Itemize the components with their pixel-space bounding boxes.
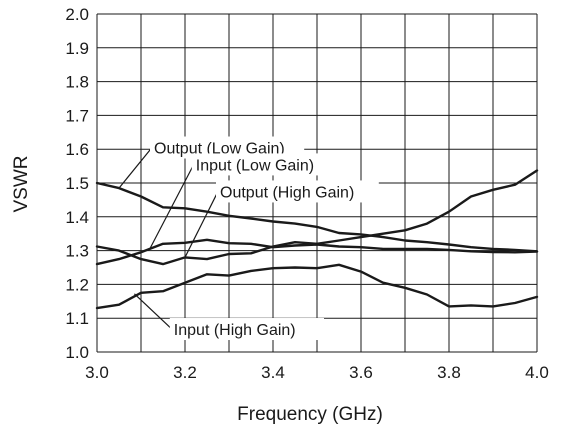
annotation-input-low-gain: Input (Low Gain) bbox=[196, 157, 314, 174]
y-tick-label: 2.0 bbox=[65, 5, 89, 24]
annotation-box-output-high-gain bbox=[216, 180, 379, 203]
x-axis-label: Frequency (GHz) bbox=[237, 404, 383, 425]
x-tick-label: 3.8 bbox=[437, 363, 461, 382]
series-group bbox=[95, 169, 539, 310]
y-tick-label: 1.5 bbox=[65, 174, 89, 193]
series-input-high-gain bbox=[95, 263, 539, 310]
y-tick-label: 1.0 bbox=[65, 343, 89, 362]
x-tick-label: 3.6 bbox=[349, 363, 373, 382]
y-tick-label: 1.6 bbox=[65, 140, 89, 159]
y-tick-label: 1.7 bbox=[65, 106, 89, 125]
annotation-output-low-gain: Output (Low Gain) bbox=[154, 141, 285, 158]
y-tick-label: 1.3 bbox=[65, 242, 89, 261]
y-tick-label: 1.4 bbox=[65, 208, 89, 227]
leader-line-output-high-gain bbox=[184, 191, 219, 258]
y-axis-label: VSWR bbox=[11, 156, 32, 213]
leader-line-input-low-gain bbox=[149, 164, 195, 250]
tick-labels: 1.0 1.1 1.2 1.3 1.4 1.5 1.6 1.7 1.8 1.9 2.0 3.0 3.2 3… bbox=[65, 5, 548, 382]
y-tick-label: 1.1 bbox=[65, 309, 89, 328]
annotation-box-output-low-gain bbox=[150, 136, 305, 159]
annotation-output-high-gain: Output (High Gain) bbox=[220, 184, 354, 201]
annotations: Output (Low Gain)Input (Low Gain) Output … bbox=[118, 136, 379, 341]
y-tick-label: 1.2 bbox=[65, 275, 89, 294]
x-tick-label: 4.0 bbox=[525, 363, 549, 382]
x-tick-label: 3.2 bbox=[173, 363, 197, 382]
annotation-box-input-low-gain bbox=[191, 153, 338, 176]
leader-line-output-low-gain bbox=[118, 147, 153, 189]
leader-line-input-high-gain bbox=[133, 293, 173, 330]
y-tick-label: 1.8 bbox=[65, 73, 89, 92]
y-tick-label: 1.9 bbox=[65, 39, 89, 58]
series-output-high-gain bbox=[95, 169, 539, 266]
series-output-low-gain bbox=[95, 181, 539, 253]
x-tick-label: 3.0 bbox=[85, 363, 109, 382]
x-tick-label: 3.4 bbox=[261, 363, 285, 382]
annotation-box-input-high-gain bbox=[169, 318, 324, 341]
annotation-input-high-gain: Input (High Gain) bbox=[174, 322, 296, 339]
